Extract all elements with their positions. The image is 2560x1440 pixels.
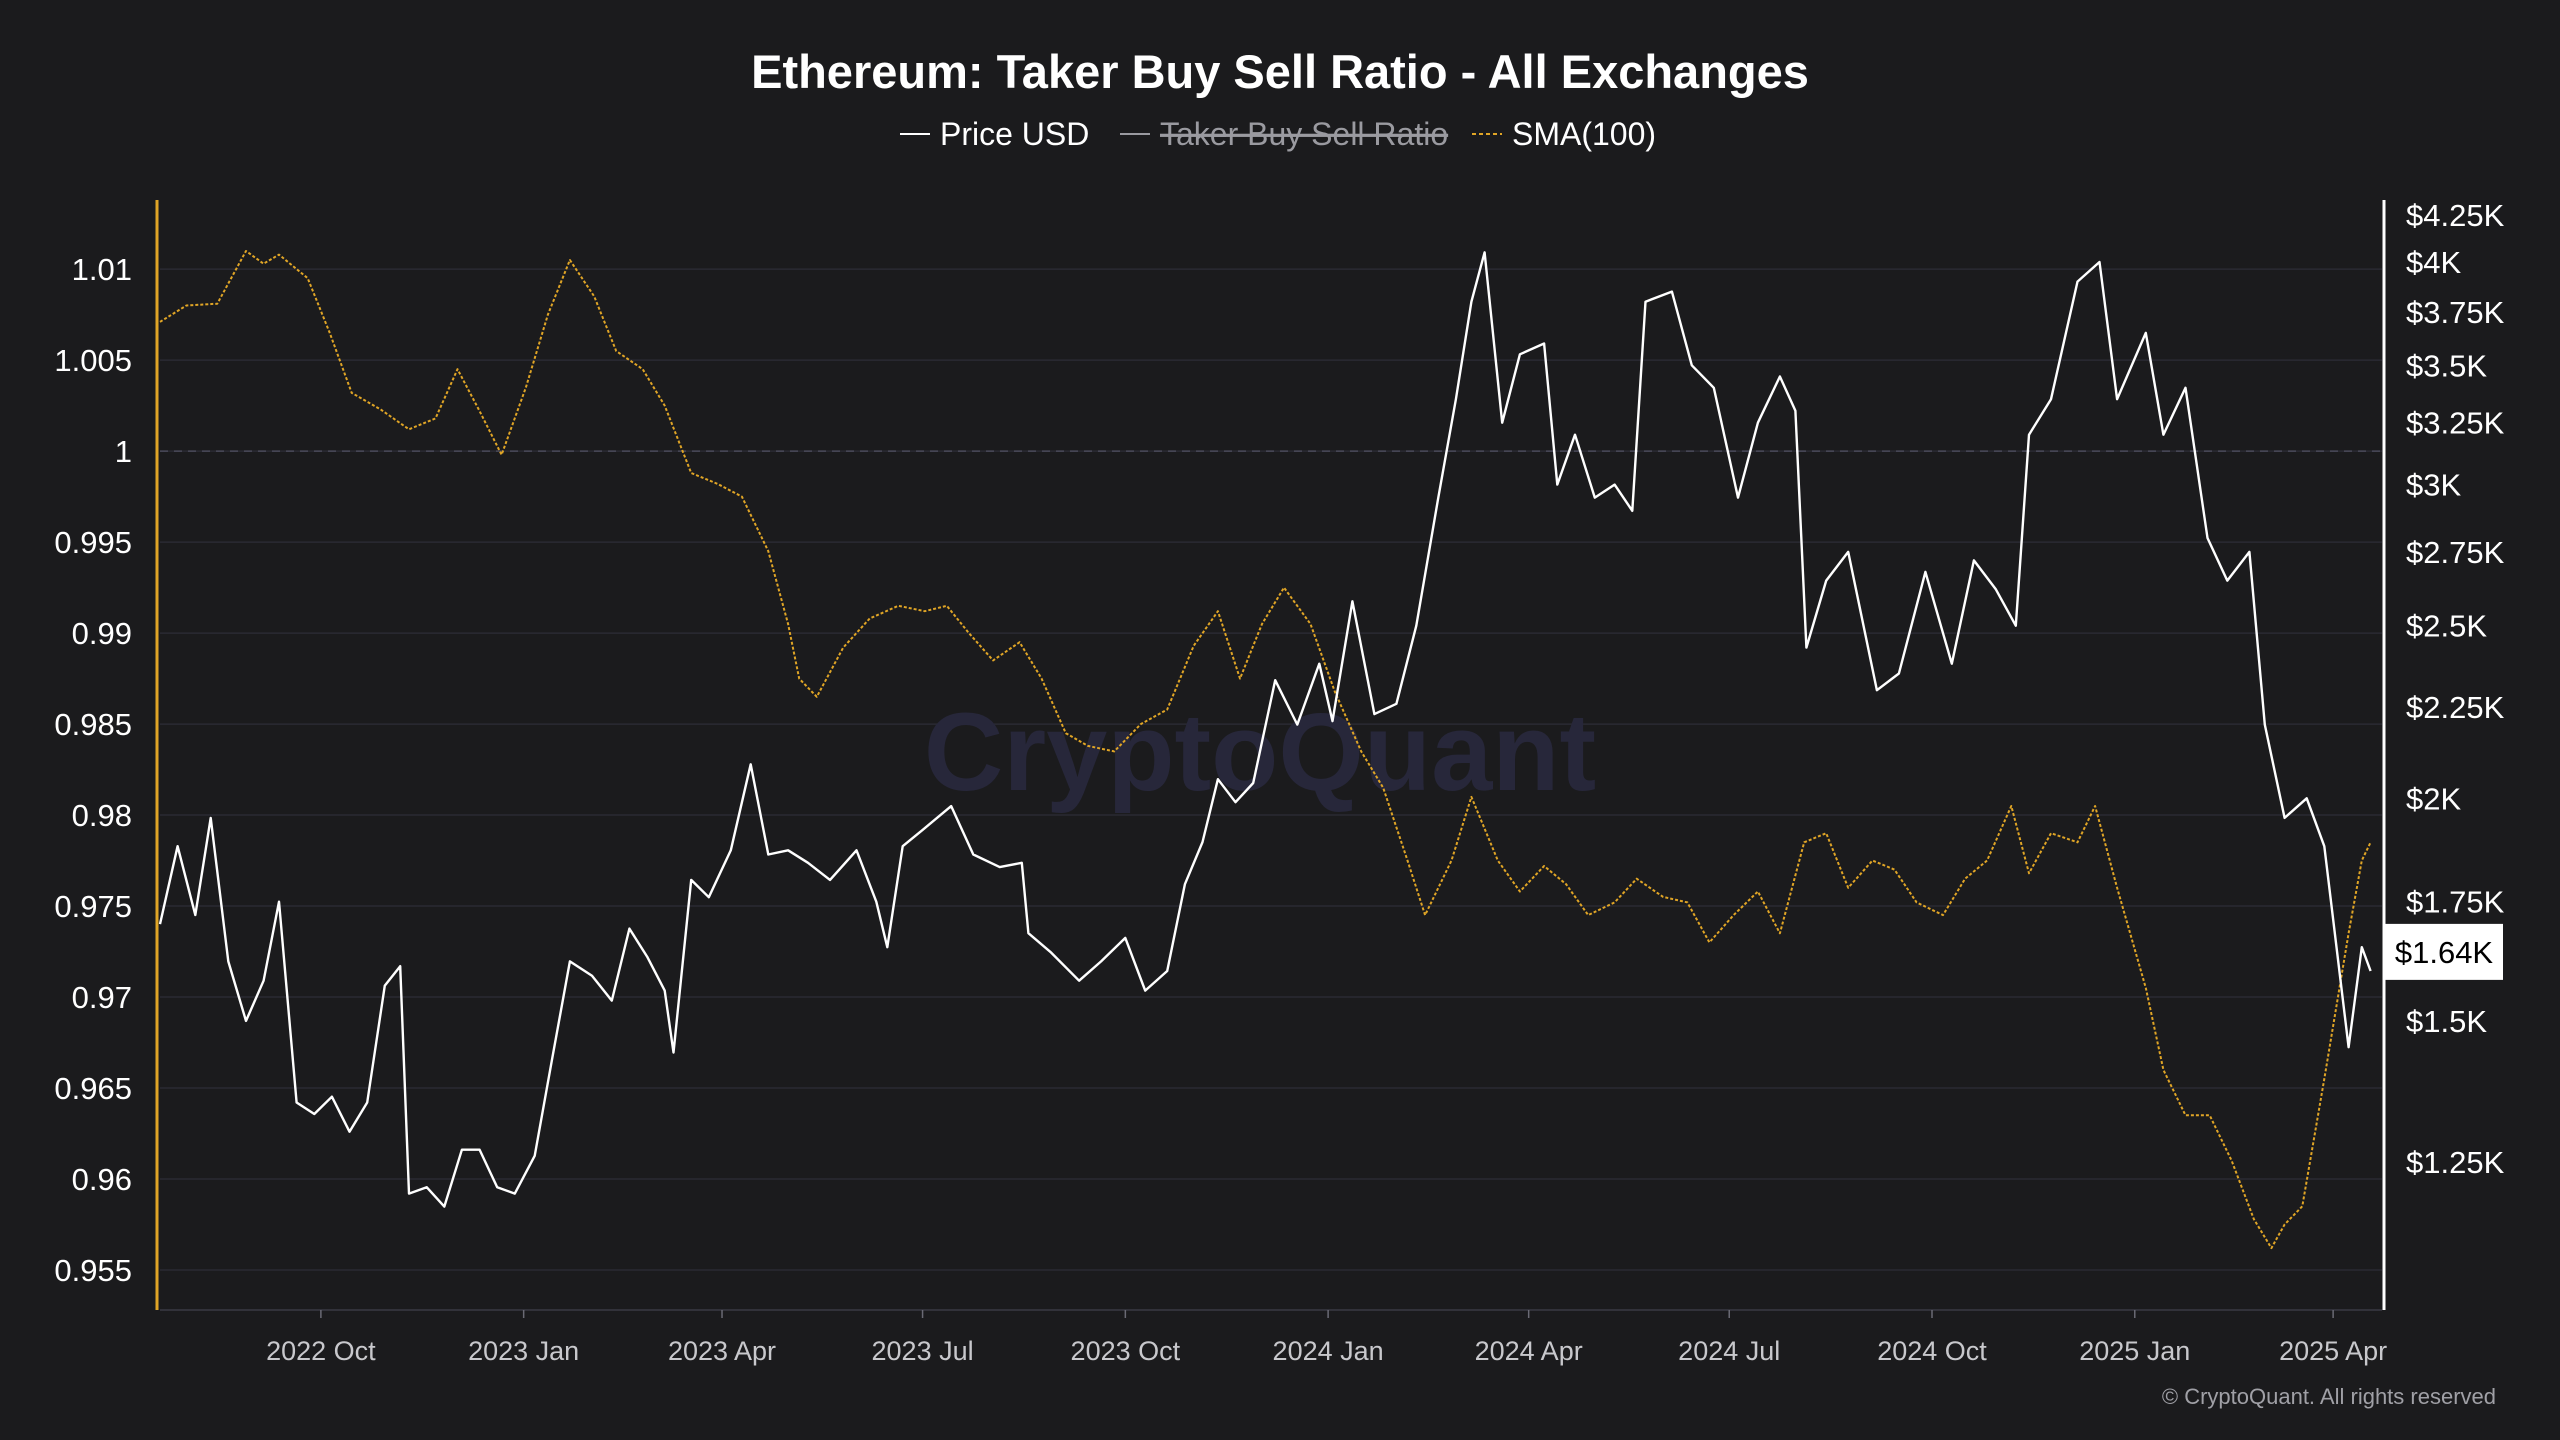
right-tick-label: $1.5K: [2406, 1004, 2487, 1039]
left-tick-label: 0.955: [54, 1253, 132, 1288]
left-tick-label: 0.97: [72, 980, 132, 1015]
legend: Price USD Taker Buy Sell Ratio SMA(100): [900, 116, 1656, 152]
x-tick-label: 2025 Apr: [2279, 1336, 2387, 1366]
left-tick-label: 0.98: [72, 798, 132, 833]
right-tick-label: $3.75K: [2406, 295, 2505, 330]
x-tick-label: 2023 Apr: [668, 1336, 776, 1366]
right-tick-label: $1.25K: [2406, 1145, 2505, 1180]
current-price-badge: $1.64K: [2385, 923, 2503, 980]
left-axis-ticks: 1.01 1.005 1 0.995 0.99 0.985 0.98 0.975 0.97 0.9…: [54, 252, 132, 1288]
x-tick-label: 2023 Jan: [468, 1336, 579, 1366]
x-tick-label: 2024 Oct: [1877, 1336, 1987, 1366]
x-tick-label: 2024 Apr: [1475, 1336, 1583, 1366]
right-tick-label: $3K: [2406, 468, 2461, 503]
left-tick-label: 0.99: [72, 616, 132, 651]
series-layer: [158, 250, 2372, 1250]
right-tick-label: $2.25K: [2406, 690, 2505, 725]
x-axis-ticks: 2022 Oct 2023 Jan 2023 Apr 2023 Jul 2023 Oct…: [266, 1310, 2387, 1366]
right-tick-label: $2.75K: [2406, 535, 2505, 570]
left-tick-label: 1.005: [54, 343, 132, 378]
left-tick-label: 1.01: [72, 252, 132, 287]
legend-item[interactable]: Price USD: [940, 116, 1089, 152]
legend-item[interactable]: Taker Buy Sell Ratio: [1160, 116, 1448, 152]
right-tick-label: $3.5K: [2406, 348, 2487, 383]
x-tick-label: 2023 Oct: [1071, 1336, 1181, 1366]
left-tick-label: 1: [115, 434, 132, 469]
left-tick-label: 0.985: [54, 707, 132, 742]
left-tick-label: 0.975: [54, 889, 132, 924]
right-tick-label: $4K: [2406, 245, 2461, 280]
chart-title: Ethereum: Taker Buy Sell Ratio - All Exc…: [751, 45, 1809, 98]
left-tick-label: 0.965: [54, 1071, 132, 1106]
right-tick-label: $2K: [2406, 781, 2461, 816]
right-tick-label: $4.25K: [2406, 198, 2505, 233]
grid: [160, 268, 2382, 1271]
right-tick-label: $3.25K: [2406, 406, 2505, 441]
legend-item[interactable]: SMA(100): [1512, 116, 1656, 152]
x-tick-label: 2023 Jul: [872, 1336, 974, 1366]
right-tick-label: $2.5K: [2406, 609, 2487, 644]
x-tick-label: 2024 Jul: [1678, 1336, 1780, 1366]
current-price-label: $1.64K: [2395, 935, 2494, 970]
x-tick-label: 2025 Jan: [2079, 1336, 2190, 1366]
left-tick-label: 0.995: [54, 525, 132, 560]
current-price-badge-bg: [2385, 923, 2503, 980]
x-tick-label: 2022 Oct: [266, 1336, 376, 1366]
right-tick-label: $1.75K: [2406, 885, 2505, 920]
right-axis-ticks: $4.25K $4K $3.75K $3.5K $3.25K $3K $2.75K $2.5K…: [2406, 198, 2505, 1180]
x-tick-label: 2024 Jan: [1273, 1336, 1384, 1366]
left-tick-label: 0.96: [72, 1162, 132, 1197]
axes: [155, 200, 2386, 1311]
copyright-notice: © CryptoQuant. All rights reserved: [2162, 1384, 2496, 1409]
sma-100-line: [159, 250, 2372, 1250]
price-usd-line: [158, 251, 2372, 1208]
